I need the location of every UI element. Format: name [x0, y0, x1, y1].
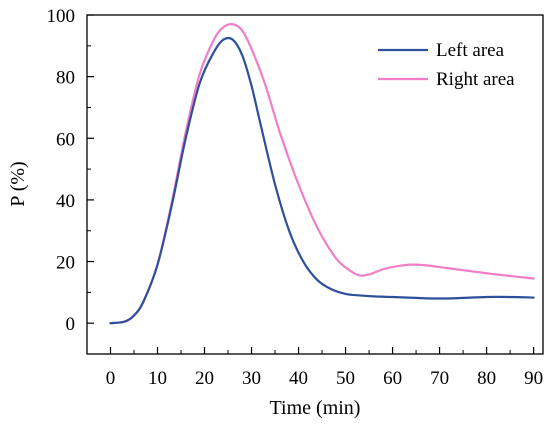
legend-label-right-area: Right area [436, 69, 515, 90]
x-tick-label: 60 [383, 368, 402, 389]
y-axis: 0 20 40 60 80 100 [47, 6, 94, 355]
x-tick-label: 20 [195, 368, 214, 389]
legend-label-left-area: Left area [436, 40, 505, 61]
x-axis: 0 10 20 30 40 50 60 70 80 90 [106, 347, 543, 389]
x-tick-label: 50 [336, 368, 355, 389]
x-tick-label: 70 [430, 368, 449, 389]
x-tick-label: 80 [477, 368, 496, 389]
series-line-left-area [109, 36, 535, 325]
x-tick-label: 0 [106, 368, 116, 389]
y-tick-label: 40 [56, 191, 75, 212]
x-tick-label: 30 [242, 368, 261, 389]
legend: Left area Right area [378, 40, 515, 90]
y-axis-title: P (%) [7, 161, 29, 206]
series-layer [109, 23, 535, 325]
plot-frame [86, 14, 544, 355]
y-tick-label: 60 [56, 129, 75, 150]
x-axis-title: Time (min) [270, 397, 361, 419]
y-tick-label: 80 [56, 68, 75, 89]
x-tick-label: 90 [524, 368, 543, 389]
x-tick-label: 10 [148, 368, 167, 389]
x-tick-label: 40 [289, 368, 308, 389]
y-tick-label: 0 [66, 314, 76, 335]
y-tick-label: 100 [47, 6, 76, 27]
y-tick-label: 20 [56, 253, 75, 274]
